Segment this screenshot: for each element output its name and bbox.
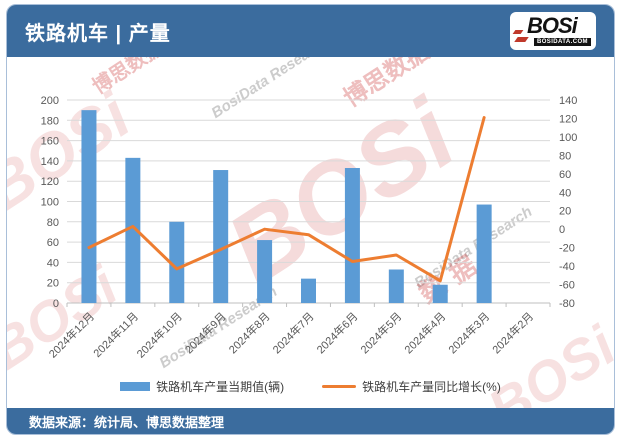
svg-text:120: 120: [41, 176, 59, 188]
left-axis-labels: 0 20 40 60 80 100 120 140 160 180 200: [41, 95, 59, 310]
svg-text:20: 20: [47, 278, 59, 290]
svg-text:20: 20: [559, 206, 571, 218]
bar: [476, 204, 492, 303]
svg-text:-20: -20: [559, 243, 575, 255]
svg-text:80: 80: [47, 217, 59, 229]
svg-text:200: 200: [41, 95, 59, 107]
bar: [125, 157, 141, 303]
svg-text:60: 60: [47, 237, 59, 249]
svg-text:2024年11月: 2024年11月: [90, 309, 141, 360]
bar: [301, 278, 316, 303]
svg-text:180: 180: [41, 115, 59, 127]
bar: [344, 168, 360, 303]
svg-text:80: 80: [559, 150, 571, 162]
bar: [388, 269, 404, 303]
legend-line-swatch: [322, 385, 357, 388]
svg-text:60: 60: [559, 169, 571, 181]
svg-text:2024年12月: 2024年12月: [46, 309, 97, 360]
legend-bar-label: 铁路机车产量当期值(辆): [156, 380, 285, 394]
svg-text:2024年7月: 2024年7月: [270, 309, 317, 356]
svg-text:2024年5月: 2024年5月: [357, 309, 404, 356]
svg-text:0: 0: [559, 224, 565, 236]
svg-text:100: 100: [41, 197, 59, 209]
chart-frame: 铁路机车 | 产量 BOSi BOSIDATA.COM BOSi BOSi 博思…: [6, 4, 615, 435]
svg-text:2024年8月: 2024年8月: [226, 309, 273, 356]
legend: 铁路机车产量当期值(辆) 铁路机车产量同比增长(%): [7, 378, 614, 395]
svg-text:2024年2月: 2024年2月: [489, 309, 536, 356]
footer: 数据来源：统计局、博思数据整理: [7, 408, 614, 434]
logo-subtext: BOSIDATA.COM: [534, 38, 591, 46]
bar: [169, 221, 185, 303]
svg-text:40: 40: [559, 187, 571, 199]
chart-area: BOSi BOSi 博思数据 博思数据 BosiData Research Bo…: [7, 57, 614, 408]
svg-text:100: 100: [559, 132, 577, 144]
svg-text:-80: -80: [559, 298, 575, 310]
bar-series: [81, 110, 492, 304]
gridlines: [67, 99, 550, 304]
legend-line-label: 铁路机车产量同比增长(%): [362, 380, 501, 394]
svg-text:40: 40: [47, 257, 59, 269]
svg-text:-60: -60: [559, 280, 575, 292]
bosi-logo: BOSi BOSIDATA.COM: [510, 12, 596, 50]
logo-chevron-icon: [512, 30, 524, 34]
svg-text:2024年6月: 2024年6月: [313, 309, 360, 356]
svg-text:140: 140: [559, 95, 577, 107]
legend-item-line: 铁路机车产量同比增长(%): [322, 378, 501, 395]
line-series: [87, 116, 486, 283]
bar: [432, 284, 448, 303]
svg-text:-40: -40: [559, 261, 575, 273]
right-axis-labels: 140 120 100 80 60 40 20 0 -20 -40 -60 -80: [559, 95, 577, 310]
logo-text: BOSi: [527, 13, 578, 38]
svg-text:160: 160: [41, 136, 59, 148]
svg-text:2024年4月: 2024年4月: [401, 309, 448, 356]
svg-text:140: 140: [41, 156, 59, 168]
svg-text:2024年3月: 2024年3月: [445, 309, 492, 356]
svg-text:2024年9月: 2024年9月: [182, 309, 229, 356]
data-source-text: 数据来源：统计局、博思数据整理: [29, 414, 225, 430]
svg-text:120: 120: [559, 113, 577, 125]
svg-text:2024年10月: 2024年10月: [133, 309, 184, 360]
header: 铁路机车 | 产量 BOSi BOSIDATA.COM: [7, 5, 614, 57]
bar: [213, 170, 229, 303]
page-title: 铁路机车 | 产量: [25, 22, 171, 45]
svg-text:0: 0: [53, 298, 59, 310]
x-axis-ticks: [66, 303, 551, 307]
legend-item-bars: 铁路机车产量当期值(辆): [120, 378, 284, 395]
bar: [257, 240, 273, 303]
bar: [81, 110, 97, 304]
x-axis-labels: 2024年12月2024年11月2024年10月2024年9月2024年8月20…: [46, 309, 537, 360]
legend-bar-swatch: [120, 382, 151, 391]
